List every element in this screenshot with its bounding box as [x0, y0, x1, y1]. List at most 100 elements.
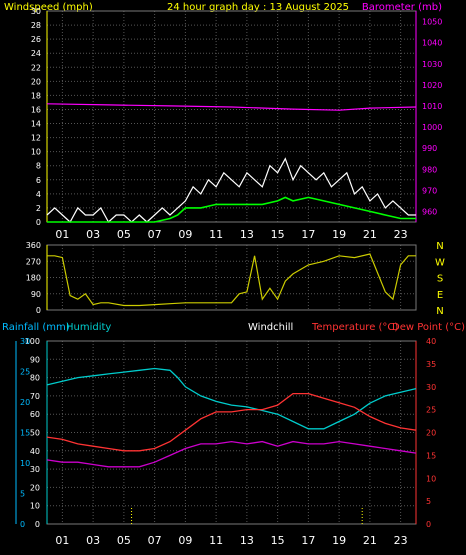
compass-label: N	[436, 306, 443, 317]
humidity-line	[46, 367, 417, 430]
humidity-tick-label: 40	[30, 447, 40, 456]
wind-tick-label: 22	[31, 63, 41, 72]
x-tick-label: 19	[332, 534, 346, 547]
humidity-y-axis-labels: 0 10 20 30 40 50 60 70 80 90 100	[25, 337, 40, 529]
wind-tick-label: 2	[36, 204, 41, 213]
x-tick-label: 01	[55, 228, 69, 241]
baro-tick-label: 970	[422, 186, 437, 195]
x-tick-label: 05	[117, 228, 131, 241]
x-tick-label: 03	[86, 228, 100, 241]
direction-tick-label: 180	[26, 274, 41, 283]
wind-tick-label: 26	[31, 35, 41, 44]
barometer-title: Barometer (mb)	[362, 2, 442, 13]
compass-label: N	[436, 241, 443, 252]
x-tick-label: 19	[332, 228, 346, 241]
wind-tick-label: 30	[31, 7, 41, 16]
humidity-tick-label: 100	[25, 337, 40, 346]
wind-tick-label: 10	[31, 148, 41, 157]
rain-tick-label: 20	[20, 398, 30, 407]
x-tick-label: 09	[178, 228, 192, 241]
wind-tick-label: 4	[36, 190, 41, 199]
rain-tick-label: 0	[20, 520, 25, 529]
wind-tick-label: 8	[36, 162, 41, 171]
x-tick-label: 09	[178, 534, 192, 547]
x-tick-label: 23	[394, 534, 408, 547]
temp-tick-label: 30	[426, 383, 436, 392]
humidity-tick-label: 80	[30, 374, 40, 383]
wind-tick-label: 20	[31, 77, 41, 86]
wind-tick-label: 24	[31, 49, 41, 58]
humidity-tick-label: 30	[30, 465, 40, 474]
wind-tick-label: 18	[31, 91, 41, 100]
compass-label: S	[437, 274, 443, 285]
dewpoint-line	[46, 440, 417, 468]
x-tick-label: 23	[394, 228, 408, 241]
x-tick-label: 21	[363, 228, 377, 241]
x-tick-label: 11	[209, 228, 223, 241]
compass-label: E	[437, 290, 443, 301]
x-tick-label: 17	[301, 534, 315, 547]
humidity-tick-label: 20	[30, 483, 40, 492]
windspeed-title: Windspeed (mph)	[4, 2, 93, 13]
rain-tick-label: 25	[20, 368, 30, 377]
humidity-tick-label: 50	[30, 429, 40, 438]
temp-tick-label: 25	[426, 406, 436, 415]
x-tick-label: 07	[148, 228, 162, 241]
temp-tick-label: 35	[426, 360, 436, 369]
baro-tick-label: 1000	[422, 123, 442, 132]
x-tick-label: 07	[148, 534, 162, 547]
x-tick-label: 21	[363, 534, 377, 547]
temp-tick-label: 10	[426, 474, 436, 483]
baro-tick-label: 1040	[422, 39, 442, 48]
legend-humidity: Humidity	[66, 322, 111, 333]
rain-tick-label: 30	[20, 337, 30, 346]
wind-x-axis-labels: 01 03 05 07 09 11 13 15 17 19 21 23	[55, 228, 407, 241]
x-tick-label: 13	[240, 534, 254, 547]
wind-baro-grid	[47, 10, 416, 223]
baro-tick-label: 1050	[422, 18, 442, 27]
temp-tick-label: 0	[426, 520, 431, 529]
avg-line	[47, 196, 416, 223]
baro-tick-label: 1010	[422, 102, 442, 111]
compass-label: W	[435, 257, 445, 268]
baro-tick-label: 990	[422, 144, 437, 153]
direction-line	[47, 253, 416, 307]
x-tick-label: 17	[301, 228, 315, 241]
temp-y-axis-labels: 0 5 10 15 20 25 30 35 40	[426, 337, 436, 529]
temp-tick-label: 20	[426, 429, 436, 438]
temp-tick-label: 40	[426, 337, 436, 346]
barometer-line	[46, 103, 417, 111]
x-tick-label: 15	[271, 228, 285, 241]
rain-tick-label: 10	[20, 459, 30, 468]
x-tick-label: 11	[209, 534, 223, 547]
baro-tick-label: 980	[422, 165, 437, 174]
wind-tick-label: 28	[31, 21, 41, 30]
direction-y-axis-labels: 0 90 180 270 360	[26, 241, 41, 315]
baro-y-axis-labels: 960 970 980 990 1000 1010 1020 1030 1040 1050	[422, 18, 442, 217]
humidity-tick-label: 60	[30, 410, 40, 419]
x-tick-label: 01	[55, 534, 69, 547]
wind-tick-label: 12	[31, 134, 41, 143]
temperature-line	[46, 392, 417, 452]
x-tick-label: 15	[271, 534, 285, 547]
temp-x-axis-labels: 01 03 05 07 09 11 13 15 17 19 21 23	[55, 534, 407, 547]
rain-tick-label: 15	[20, 429, 30, 438]
direction-series	[47, 253, 416, 307]
wind-tick-label: 6	[36, 176, 41, 185]
direction-tick-label: 0	[36, 306, 41, 315]
direction-tick-label: 270	[26, 257, 41, 266]
humidity-tick-label: 70	[30, 392, 40, 401]
legend-temperature: Temperature (°C)	[311, 322, 398, 333]
baro-tick-label: 1030	[422, 60, 442, 69]
humidity-tick-label: 10	[30, 502, 40, 511]
humidity-tick-label: 90	[30, 355, 40, 364]
x-tick-label: 13	[240, 228, 254, 241]
baro-tick-label: 960	[422, 207, 437, 216]
temp-tick-label: 5	[426, 497, 431, 506]
graph-date-title: 24 hour graph day : 13 August 2025	[167, 2, 349, 13]
rain-y-axis-labels: 0 5 10 15 20 25 30	[20, 337, 30, 529]
wind-tick-label: 0	[36, 218, 41, 227]
